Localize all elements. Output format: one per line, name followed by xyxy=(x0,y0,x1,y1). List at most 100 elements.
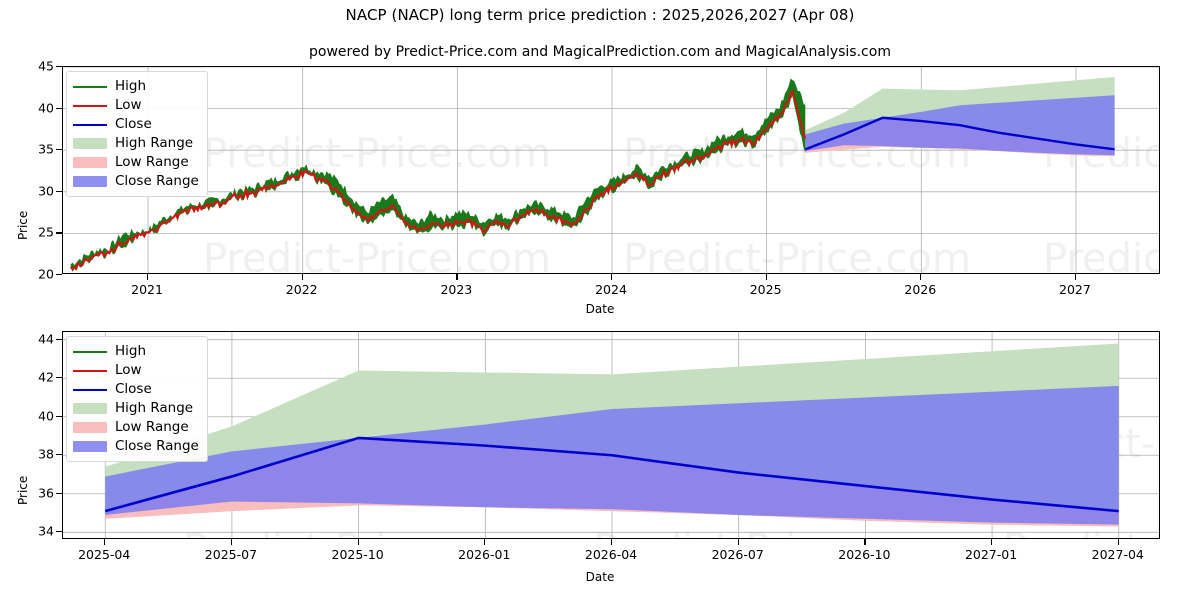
legend-swatch-patch xyxy=(73,441,107,452)
detail-x-axis-label: Date xyxy=(585,570,615,584)
x-tick-mark xyxy=(611,274,613,280)
x-tick-mark xyxy=(357,539,359,545)
legend-item-low-range: Low Range xyxy=(73,153,199,172)
legend-label: Low Range xyxy=(115,154,189,170)
x-tick-mark xyxy=(991,539,993,545)
y-tick-label: 34 xyxy=(38,523,54,539)
watermark-text: Predict-Price.com xyxy=(203,236,551,274)
legend-swatch-line xyxy=(73,350,107,353)
y-tick-mark xyxy=(56,454,62,456)
detail-svg: Predict-Price.comPredict-Price.comPredic… xyxy=(63,332,1159,538)
x-tick-label: 2026 xyxy=(904,282,937,297)
x-tick-label: 2025-07 xyxy=(204,547,258,562)
legend-swatch-line xyxy=(73,104,107,107)
x-tick-label: 2025-10 xyxy=(331,547,384,562)
history-high-band xyxy=(70,78,806,272)
watermark-text: Predict-Price.com xyxy=(1043,236,1160,274)
legend-item-close: Close xyxy=(73,115,199,134)
x-tick-label: 2024 xyxy=(595,282,627,297)
legend-swatch-patch xyxy=(73,403,107,414)
x-tick-label: 2021 xyxy=(131,282,163,297)
watermark-text: Predict-Price.com xyxy=(623,236,971,274)
y-tick-mark xyxy=(56,531,62,533)
watermark-text: Predict-Price.com xyxy=(203,131,551,177)
legend-label: Close xyxy=(115,116,152,132)
y-tick-mark xyxy=(56,190,62,192)
legend-swatch-patch xyxy=(73,422,107,433)
y-tick-mark xyxy=(56,415,62,417)
x-tick-mark xyxy=(230,539,233,545)
y-tick-label: 30 xyxy=(38,183,54,199)
legend-swatch-patch xyxy=(73,176,107,187)
x-tick-mark xyxy=(104,539,106,545)
y-tick-label: 40 xyxy=(38,408,54,424)
y-tick-mark xyxy=(56,377,62,379)
legend-label: High Range xyxy=(115,400,194,416)
x-tick-mark xyxy=(301,274,303,280)
legend-swatch-patch xyxy=(73,138,107,149)
forecast-detail-chart-panel: Price Predict-Price.comPredict-Price.com… xyxy=(0,325,1200,600)
y-tick-label: 40 xyxy=(38,100,54,116)
legend-item-high: High xyxy=(73,77,199,96)
y-tick-label: 42 xyxy=(38,369,54,385)
x-tick-label: 2026-04 xyxy=(584,547,638,562)
legend-label: Low Range xyxy=(115,419,189,435)
overview-svg: Predict-Price.com Predict-Price.com Predic… xyxy=(63,67,1160,274)
y-tick-mark xyxy=(56,338,62,340)
x-tick-label: 2026-01 xyxy=(458,547,511,562)
legend-label: High xyxy=(115,78,147,94)
legend-item-high: High xyxy=(73,342,199,361)
detail-plot-area: Predict-Price.comPredict-Price.comPredic… xyxy=(62,331,1160,539)
x-tick-label: 2026-10 xyxy=(838,547,891,562)
x-tick-mark xyxy=(765,274,767,280)
legend-label: Close xyxy=(115,381,152,397)
y-tick-label: 25 xyxy=(38,224,54,240)
x-tick-label: 2022 xyxy=(285,282,318,297)
overview-plot-area: Predict-Price.com Predict-Price.com Predic… xyxy=(62,66,1160,274)
x-tick-label: 2027 xyxy=(1059,282,1091,297)
legend-swatch-line xyxy=(73,388,107,391)
y-tick-mark xyxy=(56,149,62,151)
history-low-line xyxy=(69,89,807,271)
x-tick-label: 2027-01 xyxy=(964,547,1018,562)
x-tick-mark xyxy=(611,539,613,545)
legend-label: High Range xyxy=(115,135,194,151)
x-tick-mark xyxy=(920,274,922,280)
legend-swatch-line xyxy=(73,85,107,88)
y-tick-mark xyxy=(56,66,62,68)
x-tick-mark xyxy=(737,539,739,545)
page-title: NACP (NACP) long term price prediction :… xyxy=(345,6,855,24)
x-tick-label: 2023 xyxy=(440,282,473,297)
legend-item-close-range: Close Range xyxy=(73,172,199,191)
x-tick-mark xyxy=(864,539,866,545)
overview-legend: High Low Close High Range Low Range Close Ran… xyxy=(66,71,208,197)
forecast-close-line xyxy=(104,436,1119,513)
legend-item-low-range: Low Range xyxy=(73,418,199,437)
forecast-close-line xyxy=(804,116,1115,151)
y-tick-mark xyxy=(56,274,62,276)
y-tick-mark xyxy=(56,107,62,109)
x-tick-mark xyxy=(147,274,149,280)
y-tick-label: 38 xyxy=(38,446,54,462)
y-tick-label: 20 xyxy=(38,266,54,282)
legend-label: Close Range xyxy=(115,173,199,189)
x-tick-label: 2027-04 xyxy=(1091,547,1144,562)
legend-label: Close Range xyxy=(115,438,199,454)
y-tick-label: 45 xyxy=(38,58,54,74)
legend-item-high-range: High Range xyxy=(73,399,199,418)
y-tick-label: 35 xyxy=(38,141,54,157)
x-tick-label: 2026-07 xyxy=(711,547,764,562)
legend-item-high-range: High Range xyxy=(73,134,199,153)
overview-chart-panel: Price Predict-Price.com Predict-Price.com… xyxy=(0,58,1200,320)
x-tick-mark xyxy=(484,539,486,545)
legend-swatch-patch xyxy=(73,157,107,168)
legend-label: High xyxy=(115,343,147,359)
legend-label: Low xyxy=(115,362,142,378)
legend-item-low: Low xyxy=(73,361,199,380)
legend-swatch-line xyxy=(73,123,107,126)
x-tick-mark xyxy=(456,274,458,280)
legend-item-low: Low xyxy=(73,96,199,115)
legend-item-close-range: Close Range xyxy=(73,437,199,456)
y-tick-mark xyxy=(56,492,62,494)
